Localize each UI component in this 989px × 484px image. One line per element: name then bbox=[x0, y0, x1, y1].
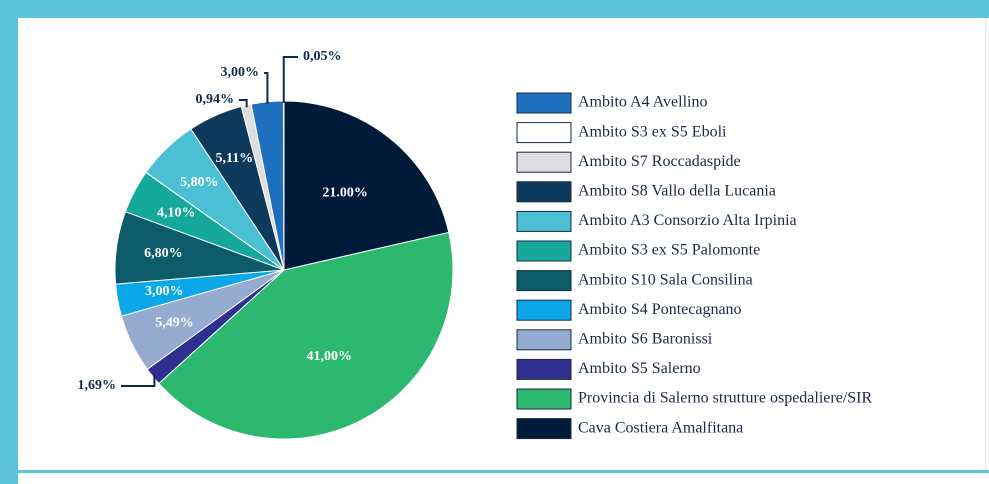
data-label: 3,00% bbox=[221, 65, 260, 80]
legend-swatch bbox=[516, 181, 572, 203]
pie-slice bbox=[282, 100, 285, 271]
leader-line bbox=[282, 56, 298, 104]
frame-left bbox=[0, 0, 18, 484]
data-label: 5,80% bbox=[180, 175, 219, 190]
legend-swatch bbox=[516, 92, 572, 114]
legend-label: Ambito A3 Consorzio Alta Irpinia bbox=[578, 212, 797, 229]
legend-swatch bbox=[516, 122, 572, 144]
legend-label: Ambito S6 Baronissi bbox=[578, 330, 713, 347]
pie-labels: 21.00% 41,00% 1,69% 5,49% 3,00% 6,80% 4,10% 5,8… bbox=[78, 49, 368, 393]
legend-label: Ambito S10 Sala Consilina bbox=[578, 271, 753, 288]
legend-swatch bbox=[516, 270, 572, 292]
data-label: 0,05% bbox=[303, 49, 342, 64]
data-label: 1,69% bbox=[78, 378, 117, 393]
data-label: 21.00% bbox=[322, 186, 368, 201]
legend-label: Provincia di Salerno strutture ospedalie… bbox=[578, 390, 872, 407]
legend-swatch bbox=[516, 329, 572, 351]
leader-line bbox=[121, 375, 156, 387]
legend-label: Ambito S7 Roccadaspide bbox=[578, 153, 741, 170]
data-label: 0,94% bbox=[196, 92, 235, 107]
data-label: 6,80% bbox=[144, 246, 183, 261]
legend-label: Cava Costiera Amalfitana bbox=[578, 419, 743, 436]
data-label: 5,11% bbox=[216, 151, 254, 166]
legend-label: Ambito S8 Vallo della Lucania bbox=[578, 182, 776, 199]
data-label: 5,49% bbox=[155, 315, 194, 330]
data-label: 3,00% bbox=[145, 284, 184, 299]
legend-label: Ambito A4 Avellino bbox=[578, 94, 707, 111]
pie bbox=[114, 100, 454, 440]
legend-swatch bbox=[516, 210, 572, 232]
legend-label: Ambito S4 Pontecagnano bbox=[578, 301, 742, 318]
legend-swatch bbox=[516, 388, 572, 410]
frame-bottom bbox=[18, 470, 989, 473]
legend-swatch bbox=[516, 151, 572, 173]
legend-swatch bbox=[516, 418, 572, 440]
legend-label: Ambito S3 ex S5 Eboli bbox=[578, 123, 727, 140]
pie-slice bbox=[158, 231, 454, 440]
frame-top bbox=[0, 0, 989, 18]
legend-swatch bbox=[516, 240, 572, 262]
data-label: 4,10% bbox=[157, 206, 196, 221]
legend: Ambito A4 Avellino Ambito S3 ex S5 Eboli A… bbox=[516, 92, 872, 440]
legend-swatch bbox=[516, 299, 572, 321]
pie-slice bbox=[283, 100, 450, 271]
frame-right bbox=[985, 18, 986, 470]
leader-line bbox=[239, 99, 248, 108]
legend-label: Ambito S3 ex S5 Palomonte bbox=[578, 242, 760, 259]
legend-label: Ambito S5 Salerno bbox=[578, 360, 701, 377]
legend-swatch bbox=[516, 358, 572, 380]
leader-line bbox=[264, 72, 269, 104]
data-label: 41,00% bbox=[307, 349, 353, 364]
